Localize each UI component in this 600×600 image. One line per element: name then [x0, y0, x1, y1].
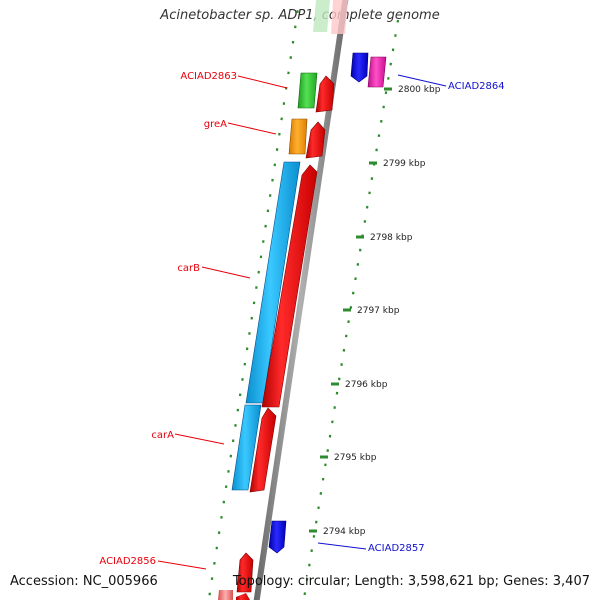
topology-text: Topology: circular; Length: 3,598,621 bp…: [232, 574, 590, 589]
map-title: Acinetobacter sp. ADP1, complete genome: [160, 8, 440, 23]
tick-label-2799: 2799 kbp: [383, 159, 426, 169]
top-faint-features: [313, 0, 348, 34]
scale-tick-marks: [309, 87, 392, 533]
outer-dotted-track: [302, 19, 400, 600]
callout-carb[interactable]: carB: [177, 263, 251, 279]
label-cara: carA: [151, 430, 174, 441]
label-grea: greA: [204, 119, 227, 130]
scale-tick-labels: 2800 kbp 2799 kbp 2798 kbp 2797 kbp 2796…: [323, 85, 441, 537]
genome-backbone: [253, 0, 349, 600]
label-aciad2857: ACIAD2857: [368, 543, 425, 554]
label-carb: carB: [177, 263, 200, 274]
gene-grea-feature[interactable]: [288, 118, 326, 159]
accession-text: Accession: NC_005966: [10, 574, 158, 589]
gene-aciad2857-feature[interactable]: [268, 520, 287, 554]
gene-aciad2856-feature[interactable]: [218, 552, 254, 600]
callout-aciad2857[interactable]: ACIAD2857: [317, 542, 425, 554]
callout-aciad2864[interactable]: ACIAD2864: [397, 74, 505, 92]
gene-aciad2864-feature[interactable]: [350, 52, 369, 83]
tick-label-2800: 2800 kbp: [398, 85, 441, 95]
callout-aciad2863[interactable]: ACIAD2863: [180, 71, 288, 89]
label-aciad2864: ACIAD2864: [448, 81, 505, 92]
tick-label-2796: 2796 kbp: [345, 380, 388, 390]
tick-label-2794: 2794 kbp: [323, 527, 366, 537]
gene-aciad2863-feature[interactable]: [297, 72, 335, 113]
label-aciad2856: ACIAD2856: [99, 556, 156, 567]
callout-grea[interactable]: greA: [204, 119, 277, 135]
magenta-feature-2864[interactable]: [367, 56, 387, 88]
callout-aciad2856[interactable]: ACIAD2856: [99, 556, 207, 570]
gene-cara-feature[interactable]: [231, 404, 277, 493]
gene-carb-feature[interactable]: [245, 161, 318, 408]
tick-label-2797: 2797 kbp: [357, 306, 400, 316]
tick-label-2795: 2795 kbp: [334, 453, 377, 463]
callout-cara[interactable]: carA: [151, 430, 225, 445]
label-aciad2863: ACIAD2863: [180, 71, 237, 82]
tick-label-2798: 2798 kbp: [370, 233, 413, 243]
